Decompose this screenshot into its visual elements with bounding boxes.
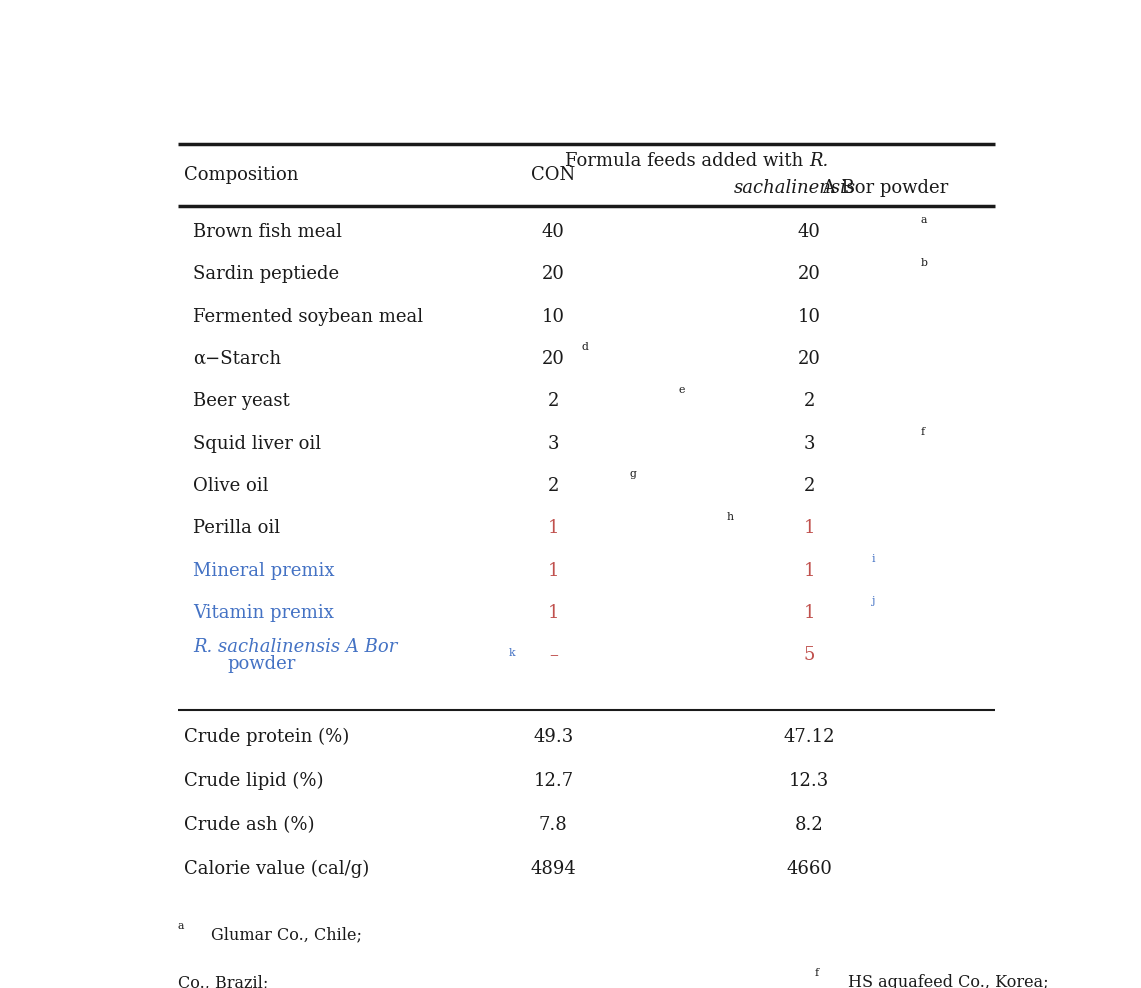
Text: Crude protein (%): Crude protein (%) <box>184 728 349 746</box>
Text: A Bor powder: A Bor powder <box>817 180 948 198</box>
Text: 1: 1 <box>803 561 815 580</box>
Text: 3: 3 <box>548 435 559 453</box>
Text: 20: 20 <box>542 265 565 284</box>
Text: a: a <box>178 921 184 931</box>
Text: f: f <box>815 968 819 978</box>
Text: Perilla oil: Perilla oil <box>193 520 281 537</box>
Text: 1: 1 <box>548 520 559 537</box>
Text: α−Starch: α−Starch <box>193 350 281 368</box>
Text: Olive oil: Olive oil <box>193 477 268 495</box>
Text: Mineral premix: Mineral premix <box>193 561 334 580</box>
Text: 1: 1 <box>803 520 815 537</box>
Text: 40: 40 <box>798 223 820 241</box>
Text: Squid liver oil: Squid liver oil <box>193 435 321 453</box>
Text: j: j <box>872 597 875 607</box>
Text: 47.12: 47.12 <box>784 728 835 746</box>
Text: Crude lipid (%): Crude lipid (%) <box>184 772 323 790</box>
Text: 20: 20 <box>798 265 820 284</box>
Text: 2: 2 <box>803 477 815 495</box>
Text: 1: 1 <box>548 604 559 622</box>
Text: 2: 2 <box>803 392 815 410</box>
Text: i: i <box>872 554 875 564</box>
Text: b: b <box>921 258 928 268</box>
Text: 3: 3 <box>803 435 815 453</box>
Text: 1: 1 <box>803 604 815 622</box>
Text: –: – <box>549 646 558 664</box>
Text: Fermented soybean meal: Fermented soybean meal <box>193 307 423 325</box>
Text: Co., Brazil;: Co., Brazil; <box>178 974 273 988</box>
Text: 8.2: 8.2 <box>795 816 824 834</box>
Text: a: a <box>921 215 926 225</box>
Text: d: d <box>581 342 588 353</box>
Text: Vitamin premix: Vitamin premix <box>193 604 334 622</box>
Text: 40: 40 <box>542 223 565 241</box>
Text: g: g <box>630 469 637 479</box>
Text: k: k <box>509 648 515 658</box>
Text: f: f <box>921 427 924 437</box>
Text: CON: CON <box>532 166 575 184</box>
Text: 1: 1 <box>548 561 559 580</box>
Text: R. sachalinensis A Bor: R. sachalinensis A Bor <box>193 637 397 656</box>
Text: 20: 20 <box>542 350 565 368</box>
Text: 2: 2 <box>548 392 559 410</box>
Text: sachalinensis: sachalinensis <box>734 180 856 198</box>
Text: Formula feeds added with: Formula feeds added with <box>565 152 809 170</box>
Text: 10: 10 <box>798 307 820 325</box>
Text: powder: powder <box>228 655 297 673</box>
Text: 4894: 4894 <box>531 860 576 878</box>
Text: 49.3: 49.3 <box>533 728 574 746</box>
Text: Beer yeast: Beer yeast <box>193 392 290 410</box>
Text: 7.8: 7.8 <box>539 816 568 834</box>
Text: Composition: Composition <box>184 166 298 184</box>
Text: e: e <box>678 384 685 394</box>
Text: Glumar Co., Chile;: Glumar Co., Chile; <box>211 926 367 944</box>
Text: HS aquafeed Co., Korea;: HS aquafeed Co., Korea; <box>848 974 1054 988</box>
Text: 2: 2 <box>548 477 559 495</box>
Text: 12.3: 12.3 <box>788 772 830 790</box>
Text: 5: 5 <box>803 646 815 664</box>
Text: 12.7: 12.7 <box>533 772 574 790</box>
Text: Sardin peptiede: Sardin peptiede <box>193 265 339 284</box>
Text: Crude ash (%): Crude ash (%) <box>184 816 314 834</box>
Text: 4660: 4660 <box>786 860 832 878</box>
Text: Calorie value (cal/g): Calorie value (cal/g) <box>184 860 369 878</box>
Text: h: h <box>727 512 734 522</box>
Text: 10: 10 <box>542 307 565 325</box>
Text: 20: 20 <box>798 350 820 368</box>
Text: R.: R. <box>809 152 828 170</box>
Text: Brown fish meal: Brown fish meal <box>193 223 342 241</box>
